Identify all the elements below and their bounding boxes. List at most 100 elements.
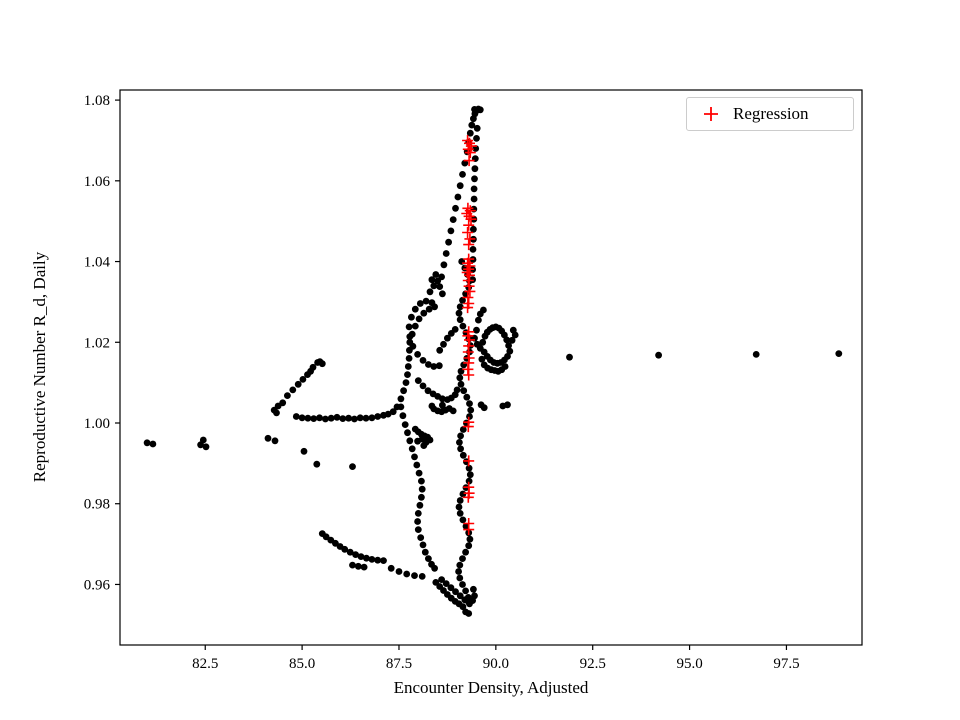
data-point — [456, 561, 464, 569]
data-point — [459, 426, 467, 433]
data-point — [298, 414, 306, 422]
data-point — [504, 401, 511, 409]
data-point — [459, 171, 466, 178]
data-point — [421, 548, 429, 556]
data-point — [459, 451, 467, 459]
regression-point — [462, 292, 474, 303]
data-point — [389, 408, 397, 416]
regression-point — [464, 147, 476, 159]
data-point — [436, 346, 444, 354]
data-point — [459, 516, 467, 524]
data-point — [465, 464, 473, 472]
data-point — [363, 554, 370, 562]
x-tick-label: 82.5 — [192, 656, 218, 672]
data-point — [400, 387, 407, 395]
data-point — [465, 477, 473, 485]
regression-point — [463, 455, 475, 467]
data-point — [506, 347, 514, 355]
legend-entry-label: Regression — [733, 104, 809, 123]
data-point — [566, 353, 573, 361]
data-point — [455, 568, 462, 575]
data-point — [362, 414, 370, 422]
data-point — [480, 404, 488, 412]
data-point — [470, 225, 477, 233]
data-point — [432, 271, 440, 278]
data-point — [426, 436, 434, 444]
data-point — [459, 603, 467, 611]
data-point — [428, 402, 436, 410]
regression-point — [463, 357, 475, 369]
data-point — [442, 250, 450, 257]
data-point — [453, 386, 461, 394]
data-point — [333, 413, 341, 421]
regression-plus-icon — [704, 107, 718, 121]
data-point — [470, 195, 478, 203]
data-point — [449, 216, 457, 224]
data-point — [349, 561, 356, 569]
data-point — [470, 185, 478, 193]
data-point — [419, 541, 427, 549]
data-point — [351, 415, 358, 423]
y-axis-label: Reproductive Number R_d, Daily — [30, 251, 49, 483]
data-point — [402, 379, 410, 386]
data-point — [466, 535, 474, 543]
regression-point — [463, 524, 475, 536]
data-point — [273, 409, 280, 417]
data-point — [264, 434, 272, 442]
data-point — [401, 421, 409, 428]
data-point — [457, 380, 465, 388]
data-point — [471, 106, 478, 113]
data-point — [404, 371, 411, 378]
regression-point — [463, 369, 475, 381]
data-point — [459, 490, 467, 498]
data-point — [428, 299, 436, 307]
data-point — [480, 306, 487, 314]
x-axis-label: Encounter Density, Adjusted — [393, 678, 589, 697]
data-point — [452, 588, 459, 596]
y-tick-label: 1.04 — [84, 255, 111, 271]
data-point — [456, 574, 464, 582]
data-point — [403, 570, 411, 578]
data-point — [471, 165, 479, 173]
data-point — [455, 309, 463, 317]
regression-point — [463, 219, 475, 231]
data-point — [408, 313, 415, 321]
data-point — [418, 493, 425, 501]
data-point — [292, 413, 300, 420]
data-point — [279, 399, 287, 407]
data-point — [460, 387, 468, 395]
data-point — [415, 315, 423, 323]
data-point — [345, 414, 352, 422]
regression-point — [463, 155, 475, 167]
regression-point — [464, 137, 475, 149]
data-point — [411, 322, 419, 330]
regression-point — [462, 363, 474, 375]
data-point — [404, 429, 411, 437]
data-point — [416, 300, 424, 307]
data-point — [456, 316, 464, 324]
regression-point — [462, 421, 474, 433]
regression-point — [464, 269, 475, 281]
x-tick-label: 97.5 — [773, 656, 799, 672]
data-point — [463, 393, 471, 401]
data-point — [468, 121, 476, 129]
data-point — [508, 336, 516, 344]
regression-point — [462, 302, 474, 314]
data-point — [469, 246, 477, 253]
data-point — [456, 182, 464, 190]
data-point — [442, 580, 450, 587]
data-point — [456, 374, 464, 382]
data-point — [368, 414, 376, 422]
data-point — [354, 562, 362, 570]
data-point — [462, 522, 470, 530]
data-point — [202, 443, 210, 451]
data-point — [313, 460, 321, 468]
data-point — [462, 587, 469, 595]
data-point — [452, 204, 459, 212]
regression-point — [464, 233, 476, 245]
data-point — [459, 555, 466, 562]
data-point — [471, 592, 478, 600]
data-point — [404, 363, 412, 370]
data-point — [356, 414, 364, 422]
